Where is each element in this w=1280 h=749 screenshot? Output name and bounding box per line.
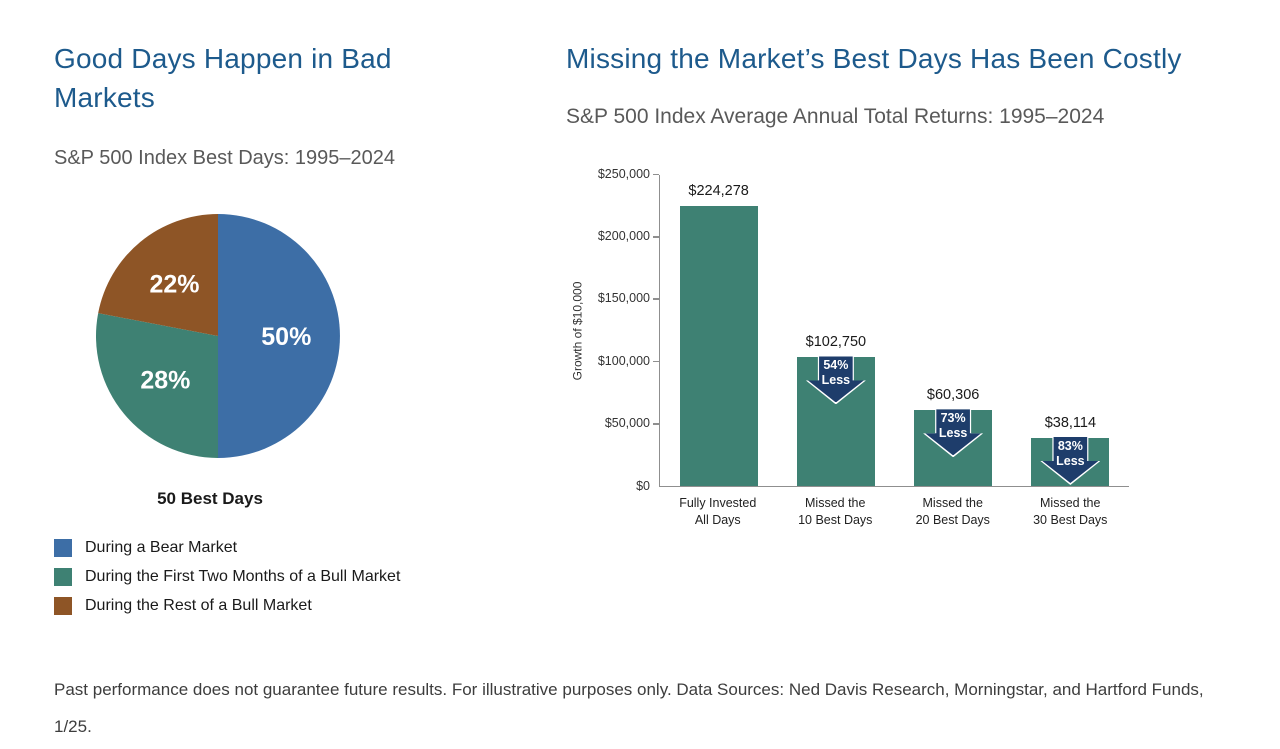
y-tick-mark <box>653 360 659 363</box>
y-tick-label: $150,000 <box>597 291 650 306</box>
pie-slice-label: 28% <box>140 367 190 395</box>
bar: $102,750 54% Less <box>796 334 875 486</box>
bar: $224,278 <box>679 183 758 486</box>
legend-swatch <box>54 539 72 558</box>
y-tick-mark <box>653 173 659 176</box>
legend-swatch <box>54 597 72 616</box>
pie-slice-label: 50% <box>261 323 311 351</box>
y-axis-title-text: Growth of $10,000 <box>570 281 585 380</box>
pie-slice <box>218 214 340 459</box>
legend-label: During a Bear Market <box>85 539 238 557</box>
pie-caption: 50 Best Days <box>157 489 263 509</box>
percent-less-badge: 83% Less <box>1040 435 1101 486</box>
y-tick-labels: $0 $50,000 $100,000 $150,000 $200,000 $250,00… <box>588 167 650 493</box>
y-tick-label: $0 <box>636 478 650 493</box>
bar-slot: $60,306 73% Less <box>895 387 1012 486</box>
y-tick-label: $200,000 <box>597 229 650 244</box>
percent-less-badge-arrow: 54% Less <box>807 356 864 403</box>
pie-svg: 50% 28% 22% <box>95 214 340 459</box>
y-tick-mark <box>653 236 659 238</box>
pie-slice-label: 22% <box>149 271 199 299</box>
y-tick-mark <box>653 423 659 425</box>
pie-legend: During a Bear Market During the First Tw… <box>54 539 526 616</box>
left-panel-title: Good Days Happen in Bad Markets <box>54 43 392 113</box>
percent-less-badge: 54% Less <box>805 354 866 405</box>
percent-less-badge-arrow: 83% Less <box>1042 437 1099 484</box>
bar-value-label: $60,306 <box>926 387 980 404</box>
pie-slice <box>98 214 218 337</box>
bar-slot: $224,278 <box>660 183 777 486</box>
y-tick-mark <box>653 298 659 300</box>
disclosure-footnote: Past performance does not guarantee futu… <box>54 680 1204 736</box>
x-axis-label: Missed the 10 Best Days <box>798 495 873 527</box>
x-axis-label: Fully Invested All Days <box>679 495 757 527</box>
bar-slot: $38,114 83% Less <box>1012 415 1129 486</box>
pie-slice <box>95 313 218 459</box>
bar-slot: $102,750 54% Less <box>777 334 894 486</box>
percent-less-badge: 73% Less <box>923 407 984 458</box>
legend-item-rest-of-bull: During the Rest of a Bull Market <box>54 597 526 616</box>
legend-label: During the Rest of a Bull Market <box>85 597 312 615</box>
legend-label: During the First Two Months of a Bull Ma… <box>85 568 401 586</box>
bar-value-label: $224,278 <box>688 182 749 199</box>
right-panel-subtitle: S&P 500 Index Average Annual Total Retur… <box>566 104 1105 128</box>
y-tick-label: $100,000 <box>597 353 650 368</box>
bar: $38,114 83% Less <box>1031 415 1110 486</box>
y-axis-title: Growth of $10,000 <box>566 175 588 487</box>
bars: $224,278 $102,750 54% Less $60,306 73% Less $38… <box>660 175 1129 486</box>
bar-value-label: $38,114 <box>1044 415 1097 432</box>
pie-panel: Good Days Happen in Bad Markets S&P 500 … <box>54 40 526 626</box>
pie-chart: 50% 28% 22% <box>95 214 340 463</box>
percent-less-badge-arrow: 73% Less <box>925 409 982 456</box>
legend-item-bear-market: During a Bear Market <box>54 539 526 558</box>
x-labels: Fully Invested All Days Missed the 10 Best … <box>659 495 1129 529</box>
legend-swatch <box>54 568 72 587</box>
x-axis-label: Missed the 30 Best Days <box>1033 495 1108 527</box>
bar-panel: Missing the Market’s Best Days Has Been … <box>526 40 1226 626</box>
bar-plot: $224,278 $102,750 54% Less $60,306 73% Less $38… <box>653 173 1129 487</box>
left-panel-subtitle: S&P 500 Index Best Days: 1995–2024 <box>54 147 395 170</box>
legend-item-first-two-months: During the First Two Months of a Bull Ma… <box>54 568 526 587</box>
right-panel-title: Missing the Market’s Best Days Has Been … <box>566 43 1182 74</box>
bar-value-label: $102,750 <box>805 334 867 351</box>
bar: $60,306 73% Less <box>914 387 993 486</box>
two-column-layout: Good Days Happen in Bad Markets S&P 500 … <box>54 40 1226 626</box>
y-tick-label: $250,000 <box>597 166 650 181</box>
bar-chart: Growth of $10,000 $0 $50,000 $100,000 $150,… <box>566 167 1226 529</box>
x-axis-label: Missed the 20 Best Days <box>915 495 990 527</box>
y-tick-label: $50,000 <box>604 416 650 431</box>
